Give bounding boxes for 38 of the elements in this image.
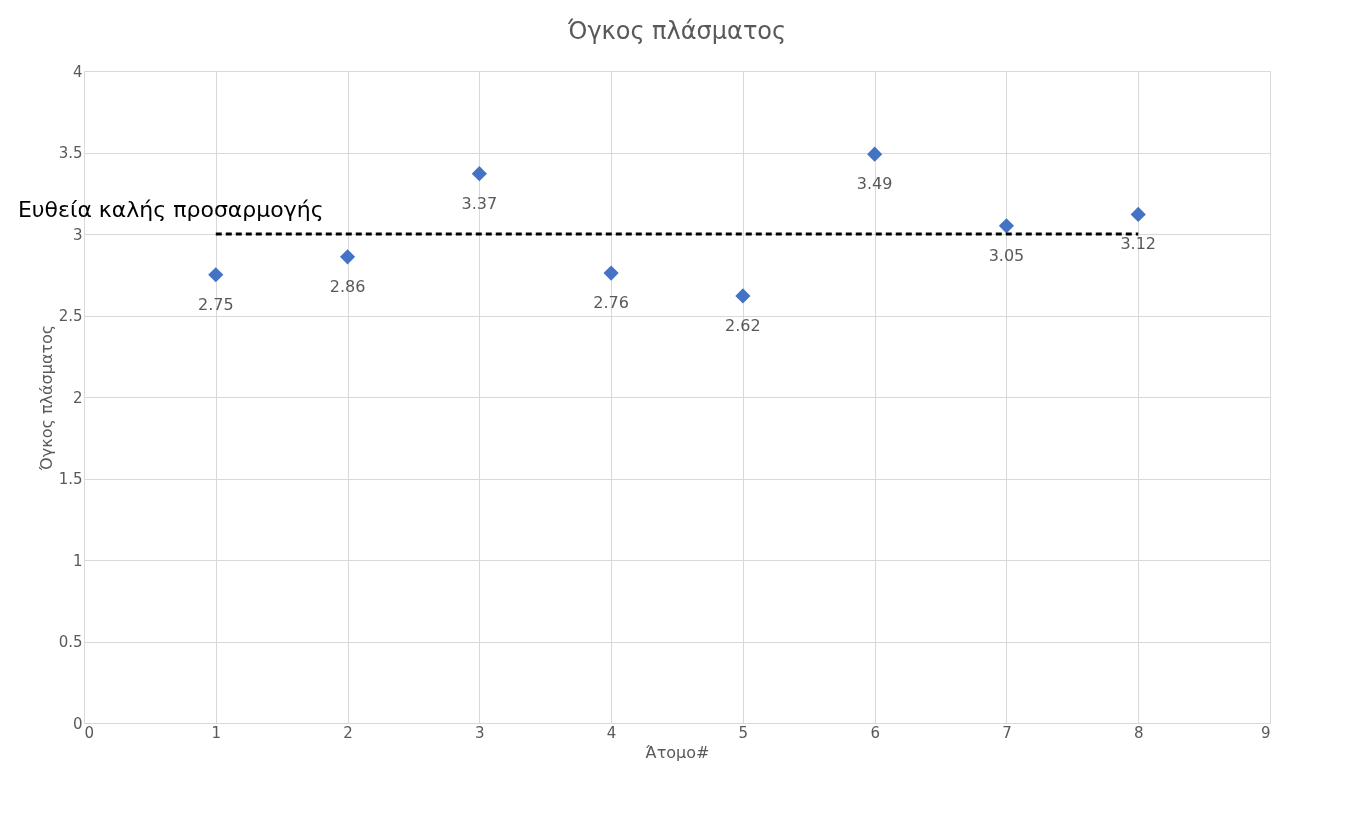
- y-tick-label: 2.5: [58, 307, 83, 325]
- point: [603, 265, 619, 281]
- point: [998, 218, 1015, 234]
- y-tick-label: 1: [72, 551, 83, 570]
- point: [208, 267, 224, 283]
- data-label: 3.12: [1120, 234, 1157, 254]
- data-label: 2.62: [725, 315, 761, 335]
- x-tick-label: 2: [343, 723, 353, 742]
- x-tick-label: 0: [84, 723, 95, 742]
- x-tick-label: 8: [1133, 723, 1144, 742]
- data-label: 3.05: [988, 245, 1025, 265]
- y-tick-label: 2: [72, 388, 83, 407]
- x-tick-label: 6: [870, 723, 880, 742]
- y-tick-label: 4: [72, 62, 83, 81]
- y-tick-label: 3: [72, 225, 83, 244]
- point: [471, 166, 487, 182]
- chart-title: Όγκος πλάσματος: [566, 17, 787, 45]
- x-tick-label: 7: [1002, 723, 1012, 742]
- x-axis-title: Άτομο#: [645, 742, 710, 762]
- y-tick-label: 0.5: [58, 633, 83, 651]
- x-tick-label: 3: [475, 723, 485, 742]
- x-tick-label: 5: [738, 723, 749, 742]
- data-label: 2.76: [593, 293, 629, 313]
- y-tick-label: 1.5: [58, 470, 83, 488]
- series-label: Ευθεία καλής προσαρμογής: [17, 197, 324, 222]
- point: [1130, 206, 1146, 223]
- data-label: 3.37: [461, 193, 498, 213]
- x-tick-label: 1: [211, 723, 222, 742]
- point: [735, 288, 751, 304]
- data-label: 3.49: [856, 174, 893, 194]
- point: [339, 249, 356, 265]
- x-tick-label: 4: [606, 723, 617, 742]
- y-axis-title: Όγκος πλάσματος: [36, 324, 56, 472]
- data-label: 2.75: [197, 294, 234, 314]
- point: [867, 146, 883, 162]
- x-tick-label: 9: [1260, 723, 1271, 742]
- y-tick-label: 3.5: [58, 144, 83, 162]
- data-label: 2.86: [329, 276, 366, 296]
